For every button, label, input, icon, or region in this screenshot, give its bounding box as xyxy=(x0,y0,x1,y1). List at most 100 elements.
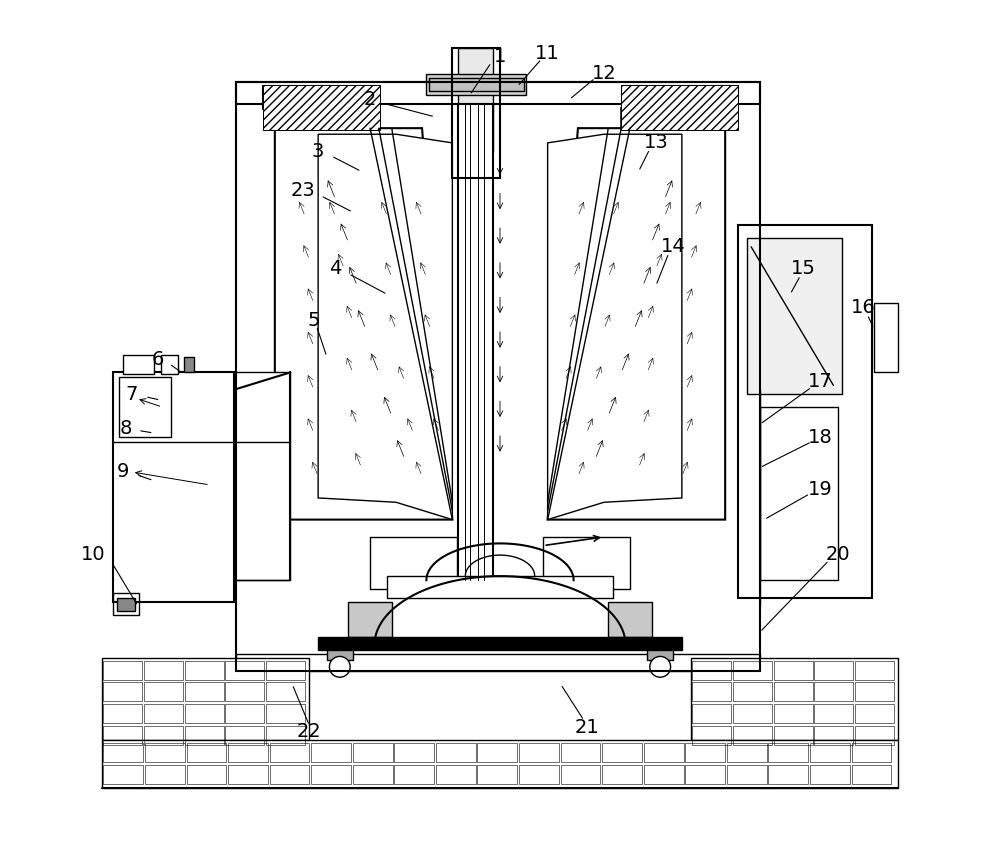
Bar xyxy=(426,74,526,95)
Bar xyxy=(144,661,183,680)
Text: 20: 20 xyxy=(825,545,850,564)
Bar xyxy=(266,661,305,680)
Text: 9: 9 xyxy=(117,462,129,481)
Bar xyxy=(187,765,226,784)
Bar xyxy=(234,372,290,580)
Bar xyxy=(685,743,725,762)
Bar xyxy=(692,704,731,723)
Bar xyxy=(103,661,142,680)
Bar xyxy=(733,726,772,745)
Bar xyxy=(602,743,642,762)
Bar xyxy=(458,104,493,580)
Bar xyxy=(774,704,813,723)
Text: 23: 23 xyxy=(291,181,316,200)
Bar xyxy=(436,743,476,762)
Bar xyxy=(543,537,630,589)
Text: 5: 5 xyxy=(308,311,320,330)
Bar xyxy=(477,743,517,762)
Bar xyxy=(225,682,264,701)
Bar xyxy=(184,357,194,372)
Bar xyxy=(225,661,264,680)
Bar xyxy=(774,726,813,745)
Text: 12: 12 xyxy=(592,64,616,83)
Polygon shape xyxy=(548,108,725,520)
Bar xyxy=(458,48,493,152)
Text: 10: 10 xyxy=(81,545,105,564)
Bar xyxy=(185,661,224,680)
Bar xyxy=(685,765,725,784)
Bar xyxy=(855,682,894,701)
Text: 21: 21 xyxy=(574,718,599,737)
Bar xyxy=(429,78,524,91)
Bar xyxy=(760,407,838,580)
Text: 11: 11 xyxy=(535,44,560,63)
Bar xyxy=(225,726,264,745)
Text: 14: 14 xyxy=(661,237,686,256)
Bar xyxy=(733,704,772,723)
Bar xyxy=(103,765,143,784)
Bar xyxy=(644,765,684,784)
Bar xyxy=(874,303,898,372)
Bar xyxy=(270,765,309,784)
Text: 17: 17 xyxy=(808,372,833,391)
Bar xyxy=(113,593,139,615)
Bar xyxy=(187,743,226,762)
Text: 8: 8 xyxy=(120,419,132,438)
Bar xyxy=(113,372,234,602)
Bar xyxy=(236,82,760,671)
Bar xyxy=(436,765,476,784)
Text: 18: 18 xyxy=(808,428,833,447)
Bar xyxy=(266,704,305,723)
Bar xyxy=(123,355,154,374)
Bar xyxy=(814,661,853,680)
Text: 13: 13 xyxy=(644,133,668,152)
Bar xyxy=(621,85,738,109)
Bar xyxy=(774,661,813,680)
Bar xyxy=(348,602,392,637)
Bar xyxy=(311,743,351,762)
Bar xyxy=(145,765,185,784)
Bar xyxy=(102,740,898,788)
Text: 6: 6 xyxy=(152,350,164,369)
Text: 1: 1 xyxy=(494,47,506,66)
Bar xyxy=(692,682,731,701)
Bar xyxy=(452,48,500,178)
Bar xyxy=(855,726,894,745)
Bar xyxy=(370,537,457,589)
Bar xyxy=(394,743,434,762)
Bar xyxy=(103,743,143,762)
Bar xyxy=(353,765,393,784)
Bar xyxy=(327,650,353,660)
Bar xyxy=(228,765,268,784)
Bar xyxy=(561,765,600,784)
Bar xyxy=(608,602,652,637)
Bar xyxy=(692,661,731,680)
Bar xyxy=(733,661,772,680)
Bar xyxy=(852,743,891,762)
Bar xyxy=(644,743,684,762)
Bar xyxy=(852,765,891,784)
Bar xyxy=(747,238,842,394)
Text: 4: 4 xyxy=(329,259,342,278)
Bar xyxy=(185,682,224,701)
Bar xyxy=(519,765,559,784)
Polygon shape xyxy=(275,108,452,520)
Bar xyxy=(561,743,600,762)
Bar xyxy=(311,765,351,784)
Bar xyxy=(263,85,380,130)
Bar xyxy=(185,704,224,723)
Bar xyxy=(262,85,379,109)
Text: 22: 22 xyxy=(297,722,322,741)
Text: 19: 19 xyxy=(808,480,833,499)
Bar xyxy=(144,704,183,723)
Bar xyxy=(103,682,142,701)
Bar xyxy=(774,682,813,701)
Bar xyxy=(228,743,268,762)
Bar xyxy=(144,726,183,745)
Bar xyxy=(621,85,738,130)
Bar xyxy=(692,726,731,745)
Bar xyxy=(185,726,224,745)
Bar xyxy=(647,650,673,660)
Bar xyxy=(236,654,760,671)
Text: 15: 15 xyxy=(791,259,816,278)
